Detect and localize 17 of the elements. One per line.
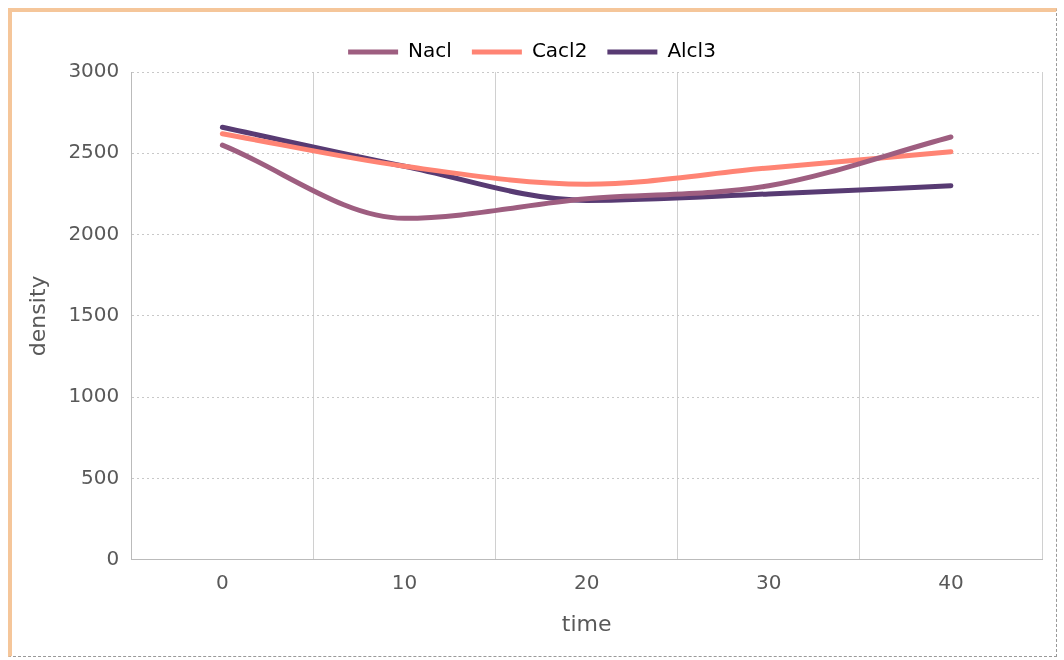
x-tick-label: 0	[216, 569, 229, 594]
x-tick-label: 10	[391, 569, 418, 594]
y-tick-label: 1000	[68, 383, 120, 408]
y-tick-label: 3000	[68, 58, 120, 83]
legend-label: Cacl2	[531, 38, 588, 63]
y-tick-label: 2500	[68, 139, 120, 164]
y-axis-title: density	[24, 275, 50, 357]
y-tick-label: 1500	[68, 302, 120, 326]
x-tick-label: 40	[938, 569, 964, 594]
x-axis-title: time	[561, 610, 612, 636]
legend-label: Nacl	[408, 38, 452, 63]
x-tick-label: 20	[573, 569, 600, 594]
y-tick-label: 0	[106, 545, 120, 570]
legend-label: Alcl3	[667, 38, 716, 63]
x-tick-label: 30	[756, 569, 782, 594]
y-tick-label: 2000	[68, 220, 120, 245]
y-tick-label: 500	[81, 464, 120, 489]
